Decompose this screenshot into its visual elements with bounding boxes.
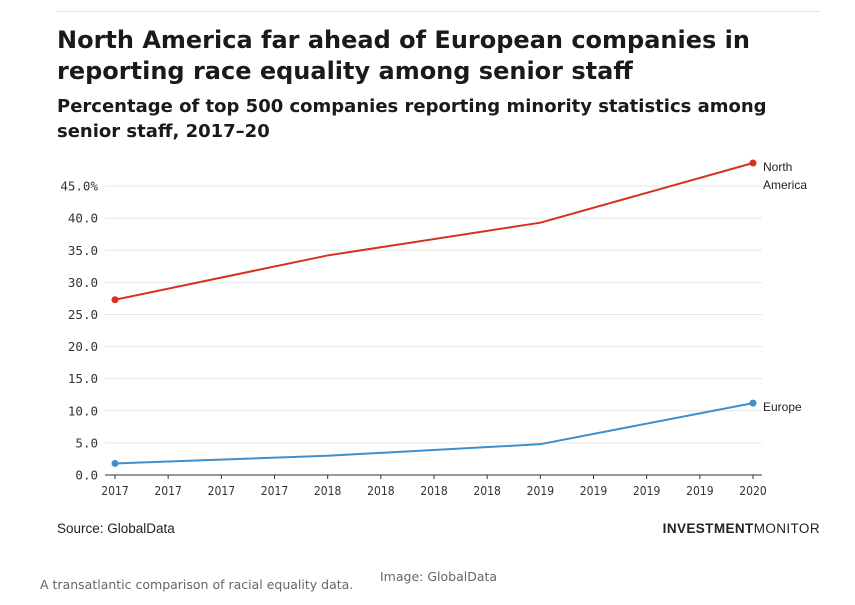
y-tick-label: 25.0 [68, 307, 98, 322]
x-tick-label: 2018 [473, 484, 501, 498]
x-tick-label: 2017 [208, 484, 235, 498]
north-america-end-point [749, 159, 757, 167]
x-tick-label: 2020 [739, 484, 767, 498]
europe-start-point [111, 459, 119, 467]
y-tick-label: 0.0 [75, 468, 98, 483]
chart-subtitle: Percentage of top 500 companies reportin… [57, 96, 767, 142]
top-rule [57, 11, 820, 12]
publisher-brand: INVESTMENTMONITOR [663, 521, 820, 536]
north-america-label: North America [763, 160, 807, 192]
y-tick-label: 15.0 [68, 371, 98, 386]
grid-lines [105, 185, 762, 444]
x-tick-label: 2018 [314, 484, 342, 498]
image-credit: Image: GlobalData [380, 569, 498, 584]
brand-strong: INVESTMENT [662, 521, 754, 536]
y-tick-label: 40.0 [68, 211, 98, 226]
line-chart: 0.05.010.015.020.025.030.035.040.045.0% … [60, 159, 807, 498]
x-tick-label: 2018 [367, 484, 395, 498]
series-label-line: North [763, 160, 792, 174]
x-tick-label: 2017 [101, 484, 128, 498]
y-tick-label: 5.0 [75, 435, 98, 450]
x-tick-label: 2017 [154, 484, 181, 498]
x-tick-label: 2019 [686, 484, 714, 498]
y-tick-label: 20.0 [68, 339, 98, 354]
x-tick-label: 2019 [527, 484, 555, 498]
europe-label: Europe [763, 400, 802, 414]
europe-line [114, 402, 754, 465]
brand-light: MONITOR [753, 521, 820, 536]
x-tick-label: 2019 [580, 484, 608, 498]
y-tick-label: 35.0 [68, 243, 98, 258]
x-tick-label: 2019 [633, 484, 661, 498]
x-tick-label: 2018 [420, 484, 448, 498]
chart-title: North America far ahead of European comp… [57, 26, 750, 85]
image-caption: A transatlantic comparison of racial equ… [40, 577, 354, 592]
y-tick-label: 45.0% [60, 179, 98, 194]
series-label-line: America [763, 178, 807, 192]
source-note: Source: GlobalData [57, 521, 175, 536]
north-america-line [114, 162, 754, 301]
series-label-line: Europe [763, 400, 802, 414]
y-tick-label: 10.0 [68, 403, 98, 418]
series-group: North America Europe [111, 159, 807, 467]
x-axis-ticks: 2017 2017 2017 2017 2018 2018 2018 2018 2019 2019… [101, 475, 767, 498]
x-tick-label: 2017 [261, 484, 288, 498]
y-axis-ticks: 0.0 5.0 10.0 15.0 20.0 25.0 30.0 35.0 40.0 45.0% [60, 179, 98, 483]
north-america-start-point [111, 296, 119, 304]
europe-end-point [749, 399, 757, 407]
y-tick-label: 30.0 [68, 275, 98, 290]
